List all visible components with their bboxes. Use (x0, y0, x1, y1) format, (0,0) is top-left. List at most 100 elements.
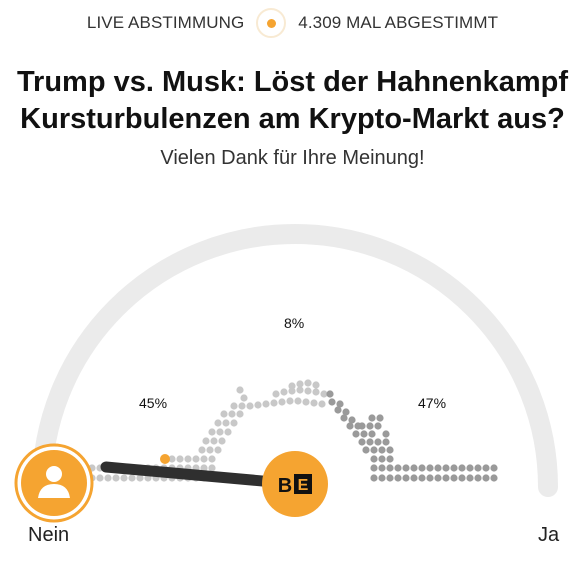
live-indicator-icon (256, 8, 287, 38)
vote-dot (334, 406, 342, 414)
vote-dot (376, 414, 384, 422)
vote-dot (418, 474, 426, 482)
vote-count: 4.309 MAL ABGESTIMMT (298, 13, 499, 32)
vote-dot (254, 401, 262, 409)
vote-dot (352, 430, 360, 438)
vote-dot (442, 474, 450, 482)
vote-dot (358, 438, 366, 446)
vote-dot (208, 464, 216, 472)
poll-title-line1: Trump vs. Musk: Löst der Hahnenkampf (16, 66, 569, 98)
nein-avatar-icon[interactable] (14, 443, 94, 523)
vote-dot (200, 455, 208, 463)
poll-title: Trump vs. Musk: Löst der Hahnenkampf Kur… (0, 64, 585, 138)
vote-dot (402, 474, 410, 482)
vote-dot (346, 422, 354, 430)
poll-subtitle: Vielen Dank für Ihre Meinung! (160, 147, 425, 169)
vote-dot (418, 464, 426, 472)
nein-label: Nein (28, 524, 70, 546)
vote-dot (442, 464, 450, 472)
vote-dot (326, 390, 334, 398)
vote-dot (286, 397, 294, 405)
vote-dot (382, 438, 390, 446)
vote-dot (304, 387, 312, 395)
vote-dot (96, 474, 104, 482)
vote-dot (386, 455, 394, 463)
vote-dot (246, 402, 254, 410)
vote-dot (198, 446, 206, 454)
vote-dot (320, 390, 328, 398)
vote-dot (370, 455, 378, 463)
vote-dot (370, 474, 378, 482)
vote-dot (120, 474, 128, 482)
vote-dot (378, 455, 386, 463)
vote-dot (374, 422, 382, 430)
vote-dot (128, 474, 136, 482)
vote-dot (336, 400, 344, 408)
vote-dot (358, 422, 366, 430)
vote-dot (262, 400, 270, 408)
vote-dot (302, 398, 310, 406)
vote-dot (374, 438, 382, 446)
vote-dot (218, 437, 226, 445)
vote-dot (294, 397, 302, 405)
vote-dot (366, 422, 374, 430)
ja-label: Ja (538, 524, 560, 546)
vote-dot (378, 446, 386, 454)
vote-dot (206, 446, 214, 454)
vote-dot (192, 455, 200, 463)
vote-dot (450, 464, 458, 472)
vote-dot (312, 388, 320, 396)
vote-dot (378, 464, 386, 472)
vote-dot (288, 382, 296, 390)
vote-dot (394, 474, 402, 482)
vote-dot (366, 438, 374, 446)
vote-dot (318, 400, 326, 408)
vote-dot (228, 410, 236, 418)
vote-dot (328, 398, 336, 406)
vote-dot (434, 464, 442, 472)
vote-dot (312, 381, 320, 389)
vote-dot (216, 428, 224, 436)
vote-dot (176, 455, 184, 463)
vote-dot (224, 428, 232, 436)
vote-dot (458, 474, 466, 482)
vote-dot (280, 388, 288, 396)
vote-dot (184, 455, 192, 463)
vote-dot (208, 455, 216, 463)
vote-dot (386, 446, 394, 454)
vote-dot (222, 419, 230, 427)
user-vote-dot (160, 454, 170, 464)
vote-dot (214, 446, 222, 454)
vote-dot (410, 474, 418, 482)
neutral-percent: 8% (284, 315, 305, 331)
vote-dot (278, 398, 286, 406)
nein-percent: 45% (139, 395, 168, 411)
vote-dot (490, 464, 498, 472)
vote-dot (378, 474, 386, 482)
vote-dot (310, 399, 318, 407)
vote-dot (240, 394, 248, 402)
vote-dot (238, 402, 246, 410)
vote-dot (426, 474, 434, 482)
vote-dot (474, 464, 482, 472)
vote-dot (136, 474, 144, 482)
vote-dot (270, 399, 278, 407)
vote-dot (474, 474, 482, 482)
svg-text:E: E (298, 477, 309, 494)
vote-dot (410, 464, 418, 472)
vote-dot (382, 430, 390, 438)
ja-percent: 47% (418, 395, 447, 411)
vote-dot (368, 414, 376, 422)
vote-dot (340, 414, 348, 422)
vote-dot (168, 455, 176, 463)
vote-dot (458, 464, 466, 472)
vote-dot (386, 474, 394, 482)
vote-dot (348, 416, 356, 424)
vote-dot (434, 474, 442, 482)
vote-dot (370, 464, 378, 472)
vote-dot (394, 464, 402, 472)
vote-dot (230, 402, 238, 410)
vote-dot (426, 464, 434, 472)
vote-dot (466, 464, 474, 472)
